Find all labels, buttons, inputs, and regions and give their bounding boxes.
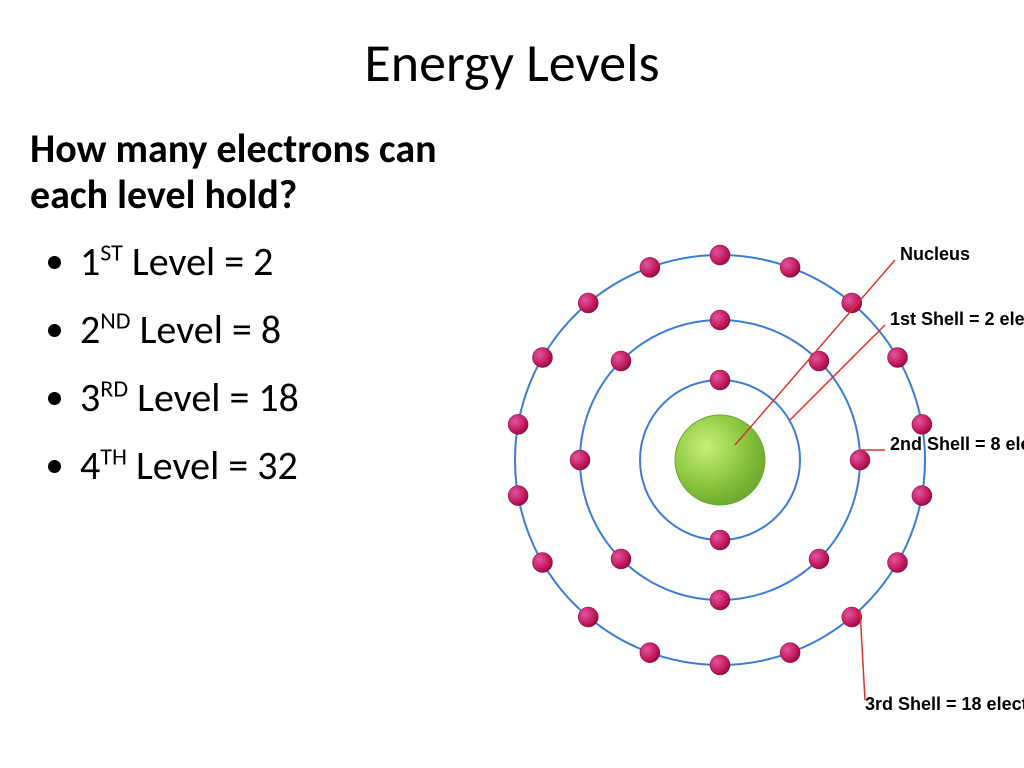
svg-text:2nd Shell = 8 electrons: 2nd Shell = 8 electrons bbox=[890, 434, 1024, 454]
slide: Energy Levels How many electrons can eac… bbox=[0, 0, 1024, 768]
list-item: 3RD Level = 18 bbox=[80, 374, 500, 422]
content-row: How many electrons can each level hold? … bbox=[30, 126, 994, 510]
text-column: How many electrons can each level hold? … bbox=[30, 126, 500, 510]
svg-text:1st Shell = 2 electrons: 1st Shell = 2 electrons bbox=[890, 309, 1024, 329]
svg-text:Nucleus: Nucleus bbox=[900, 244, 970, 264]
levels-list: 1ST Level = 2 2ND Level = 8 3RD Level = … bbox=[30, 238, 500, 490]
atom-diagram: Nucleus 1st Shell = 2 electrons 2nd Shell … bbox=[470, 190, 1024, 730]
question-text: How many electrons can each level hold? bbox=[30, 126, 500, 218]
svg-text:3rd Shell = 18 electrons: 3rd Shell = 18 electrons bbox=[865, 694, 1024, 714]
list-item: 4TH Level = 32 bbox=[80, 442, 500, 490]
list-item: 2ND Level = 8 bbox=[80, 306, 500, 354]
slide-title: Energy Levels bbox=[30, 30, 994, 96]
list-item: 1ST Level = 2 bbox=[80, 238, 500, 286]
atom-svg: Nucleus 1st Shell = 2 electrons 2nd Shell … bbox=[470, 190, 1024, 730]
